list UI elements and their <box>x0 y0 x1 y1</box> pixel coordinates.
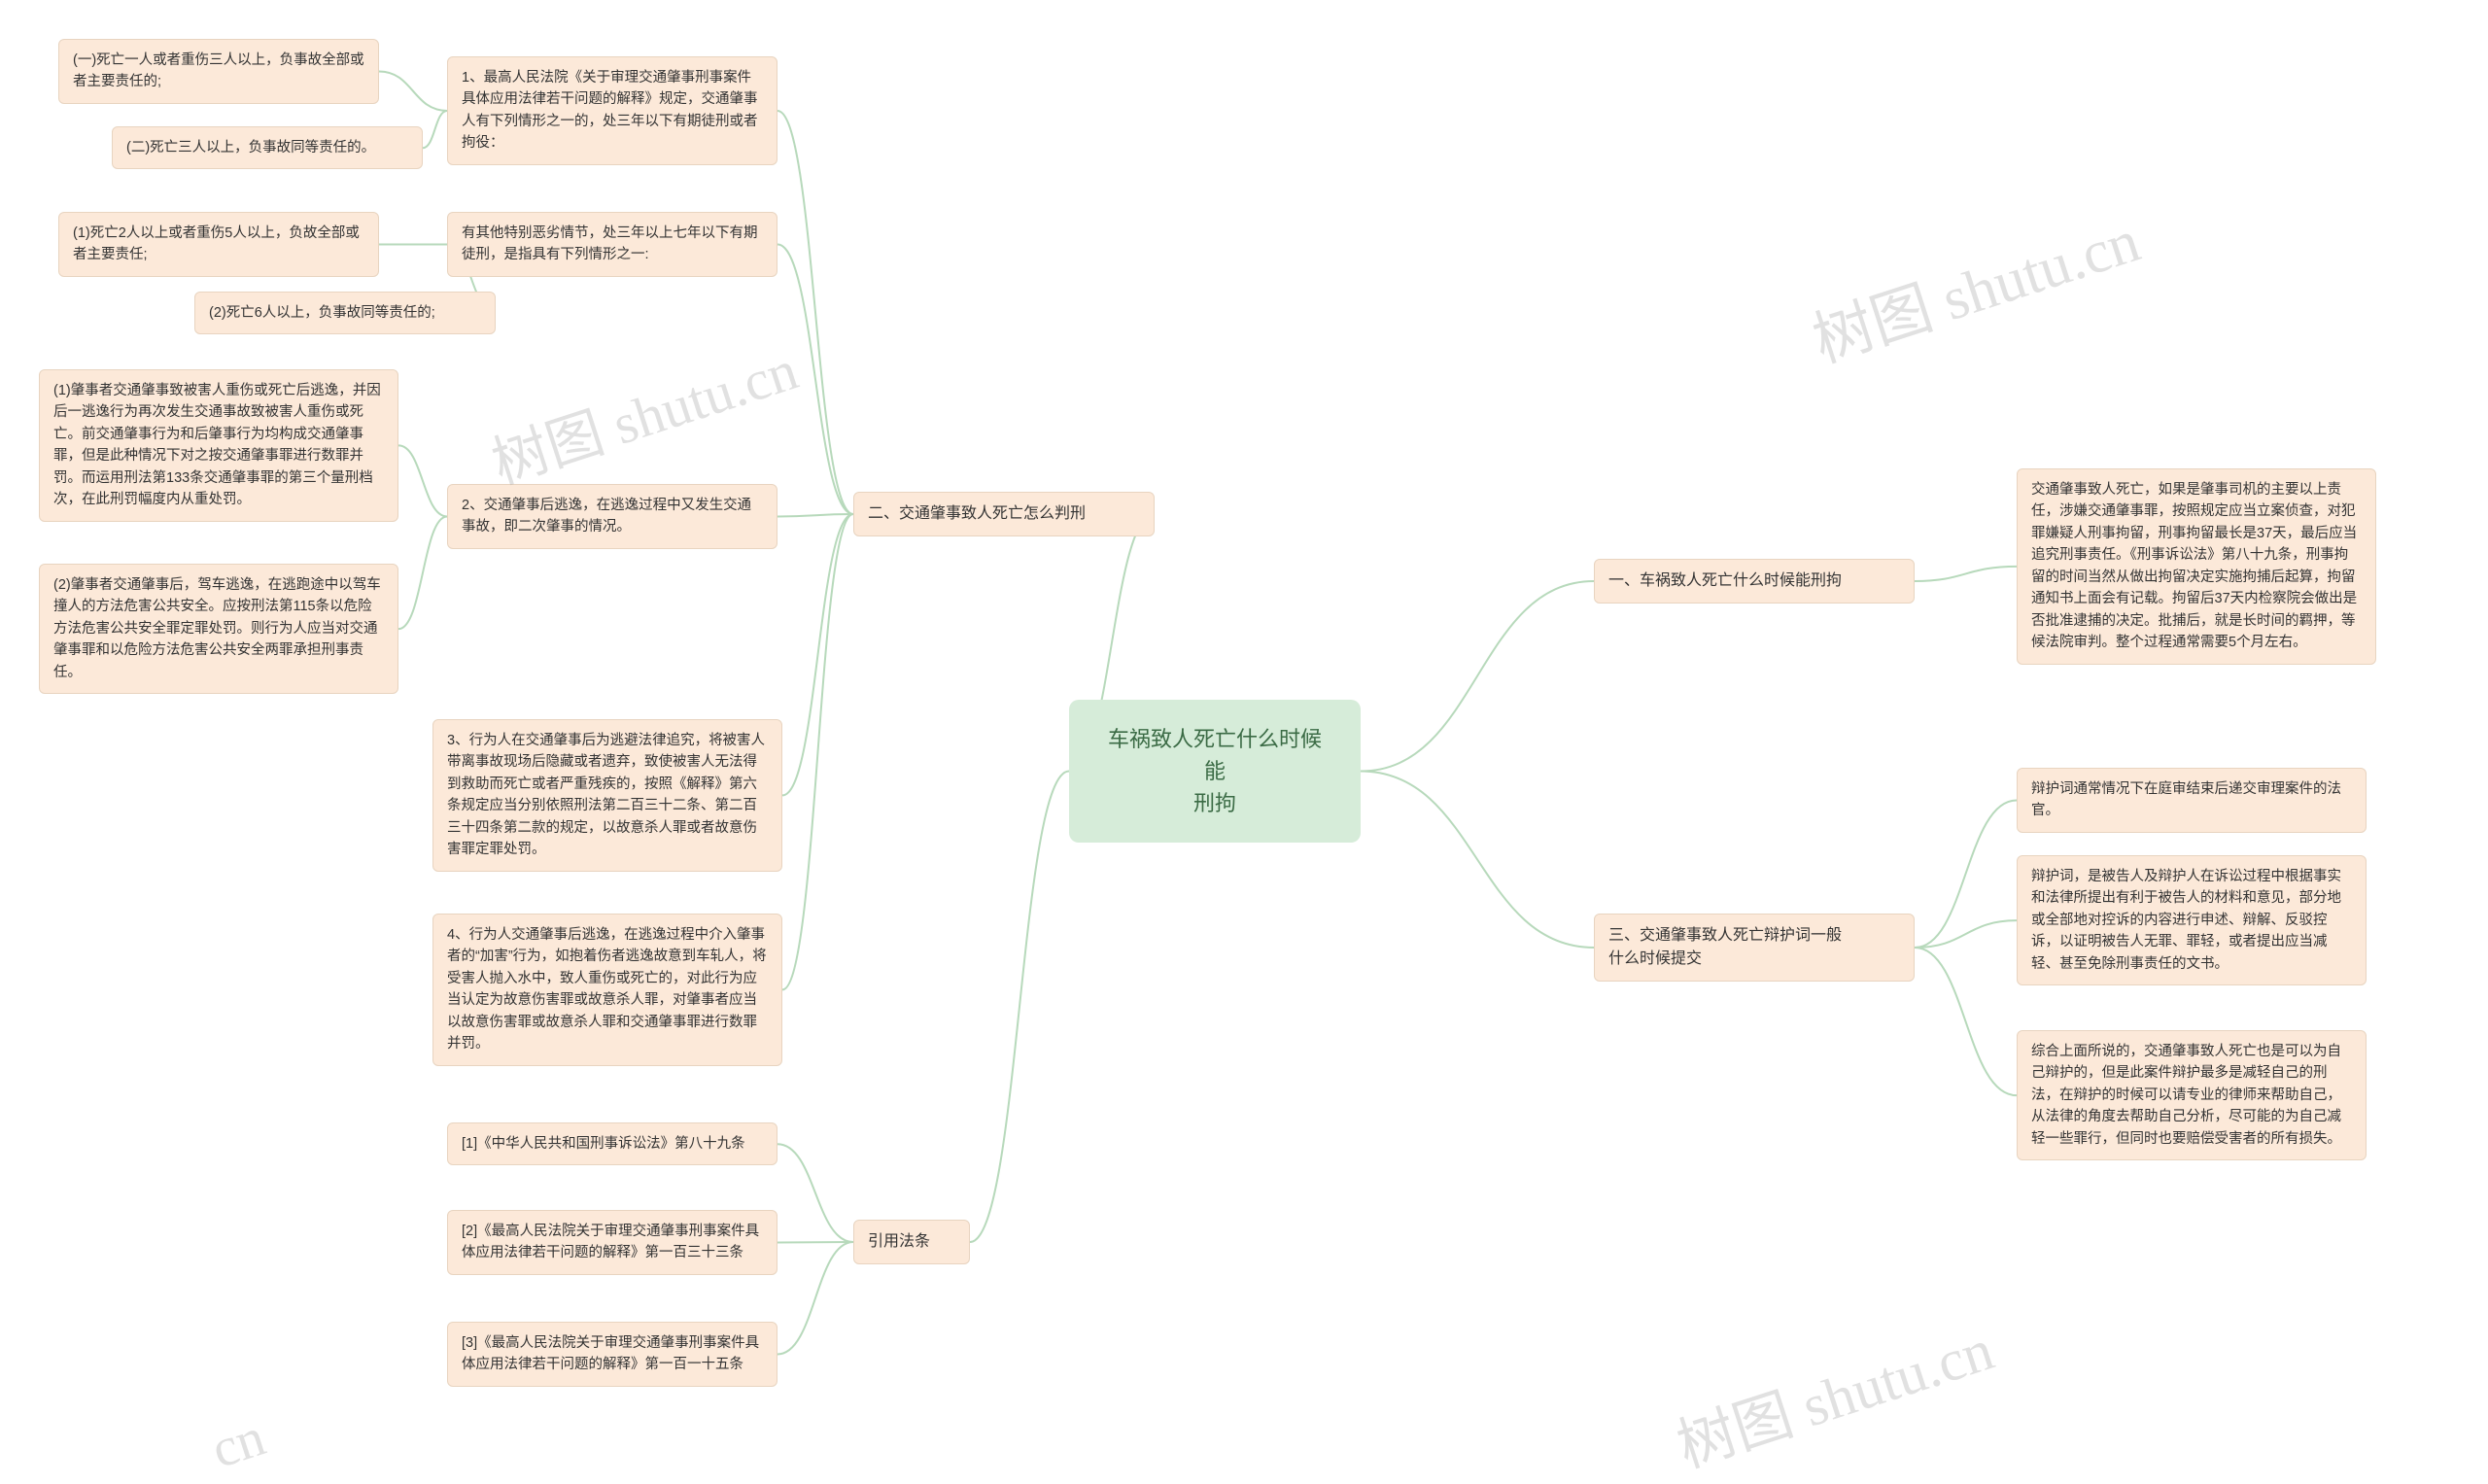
l-a-c3: 2、交通肇事后逃逸，在逃逸过程中又发生交通事故，即二次肇事的情况。 <box>447 484 778 549</box>
leaf-r2-1: 辩护词通常情况下在庭审结束后递交审理案件的法官。 <box>2017 768 2367 833</box>
l-a-c1: 1、最高人民法院《关于审理交通肇事刑事案件具体应用法律若干问题的解释》规定，交通… <box>447 56 778 165</box>
branch-right-1: 一、车祸致人死亡什么时候能刑拘 <box>1594 559 1915 604</box>
leaf-r2-2: 辩护词，是被告人及辩护人在诉讼过程中根据事实和法律所提出有利于被告人的材料和意见… <box>2017 855 2367 985</box>
root-node: 车祸致人死亡什么时候能刑拘 <box>1069 700 1361 843</box>
leaf-text: [1]《中华人民共和国刑事诉讼法》第八十九条 <box>462 1136 745 1152</box>
leaf-text: (1)死亡2人以上或者重伤5人以上，负故全部或者主要责任; <box>73 225 360 262</box>
leaf-text: 2、交通肇事后逃逸，在逃逸过程中又发生交通事故，即二次肇事的情况。 <box>462 498 751 535</box>
branch-left-A: 二、交通肇事致人死亡怎么判刑 <box>853 492 1155 536</box>
leaf-text: (2)死亡6人以上，负事故同等责任的; <box>209 305 435 321</box>
l-a-c3-l1: (1)肇事者交通肇事致被害人重伤或死亡后逃逸，并因后一逃逸行为再次发生交通事故致… <box>39 369 398 522</box>
l-a-c3-l2: (2)肇事者交通肇事后，驾车逃逸，在逃跑途中以驾车撞人的方法危害公共安全。应按刑… <box>39 564 398 694</box>
l-a-c5: 4、行为人交通肇事后逃逸，在逃逸过程中介入肇事者的“加害”行为，如抱着伤者逃逸故… <box>432 914 782 1066</box>
l-b-c2: [2]《最高人民法院关于审理交通肇事刑事案件具体应用法律若干问题的解释》第一百三… <box>447 1210 778 1275</box>
leaf-text: 辩护词通常情况下在庭审结束后递交审理案件的法官。 <box>2031 781 2341 818</box>
branch-right-2: 三、交通肇事致人死亡辩护词一般什么时候提交 <box>1594 914 1915 982</box>
l-b-c3: [3]《最高人民法院关于审理交通肇事刑事案件具体应用法律若干问题的解释》第一百一… <box>447 1322 778 1387</box>
leaf-text: 4、行为人交通肇事后逃逸，在逃逸过程中介入肇事者的“加害”行为，如抱着伤者逃逸故… <box>447 927 767 1052</box>
branch-left-B: 引用法条 <box>853 1220 970 1264</box>
branch-label: 引用法条 <box>868 1233 930 1250</box>
leaf-text: (1)肇事者交通肇事致被害人重伤或死亡后逃逸，并因后一逃逸行为再次发生交通事故致… <box>53 383 381 507</box>
l-a-c2: 有其他特别恶劣情节，处三年以上七年以下有期徒刑，是指具有下列情形之一: <box>447 212 778 277</box>
branch-label: 二、交通肇事致人死亡怎么判刑 <box>868 505 1086 522</box>
l-a-c1-l1: (一)死亡一人或者重伤三人以上，负事故全部或者主要责任的; <box>58 39 379 104</box>
l-a-c2-l2: (2)死亡6人以上，负事故同等责任的; <box>194 292 496 334</box>
leaf-text: 3、行为人在交通肇事后为逃避法律追究，将被害人带离事故现场后隐藏或者遗弃，致使被… <box>447 733 765 857</box>
watermark: cn <box>204 1406 272 1481</box>
leaf-text: 有其他特别恶劣情节，处三年以上七年以下有期徒刑，是指具有下列情形之一: <box>462 225 758 262</box>
leaf-r2-3: 综合上面所说的，交通肇事致人死亡也是可以为自己辩护的，但是此案件辩护最多是减轻自… <box>2017 1030 2367 1160</box>
leaf-text: 交通肇事致人死亡，如果是肇事司机的主要以上责任，涉嫌交通肇事罪，按照规定应当立案… <box>2031 482 2357 650</box>
root-text: 车祸致人死亡什么时候能刑拘 <box>1108 727 1322 815</box>
leaf-text: (二)死亡三人以上，负事故同等责任的。 <box>126 140 375 155</box>
leaf-text: [2]《最高人民法院关于审理交通肇事刑事案件具体应用法律若干问题的解释》第一百三… <box>462 1224 759 1260</box>
l-a-c1-l2: (二)死亡三人以上，负事故同等责任的。 <box>112 126 423 169</box>
leaf-text: [3]《最高人民法院关于审理交通肇事刑事案件具体应用法律若干问题的解释》第一百一… <box>462 1335 759 1372</box>
leaf-text: (一)死亡一人或者重伤三人以上，负事故全部或者主要责任的; <box>73 52 364 89</box>
leaf-r1-1: 交通肇事致人死亡，如果是肇事司机的主要以上责任，涉嫌交通肇事罪，按照规定应当立案… <box>2017 468 2376 665</box>
leaf-text: (2)肇事者交通肇事后，驾车逃逸，在逃跑途中以驾车撞人的方法危害公共安全。应按刑… <box>53 577 381 680</box>
watermark: 树图 shutu.cn <box>1800 191 2149 379</box>
branch-label: 一、车祸致人死亡什么时候能刑拘 <box>1608 572 1842 589</box>
watermark: 树图 shutu.cn <box>1665 1302 2002 1484</box>
leaf-text: 综合上面所说的，交通肇事致人死亡也是可以为自己辩护的，但是此案件辩护最多是减轻自… <box>2031 1044 2341 1147</box>
l-a-c2-l1: (1)死亡2人以上或者重伤5人以上，负故全部或者主要责任; <box>58 212 379 277</box>
watermark: 树图 shutu.cn <box>480 325 806 500</box>
l-b-c1: [1]《中华人民共和国刑事诉讼法》第八十九条 <box>447 1122 778 1165</box>
l-a-c4: 3、行为人在交通肇事后为逃避法律追究，将被害人带离事故现场后隐藏或者遗弃，致使被… <box>432 719 782 872</box>
leaf-text: 辩护词，是被告人及辩护人在诉讼过程中根据事实和法律所提出有利于被告人的材料和意见… <box>2031 869 2341 972</box>
branch-label: 三、交通肇事致人死亡辩护词一般什么时候提交 <box>1608 927 1842 967</box>
leaf-text: 1、最高人民法院《关于审理交通肇事刑事案件具体应用法律若干问题的解释》规定，交通… <box>462 70 758 151</box>
